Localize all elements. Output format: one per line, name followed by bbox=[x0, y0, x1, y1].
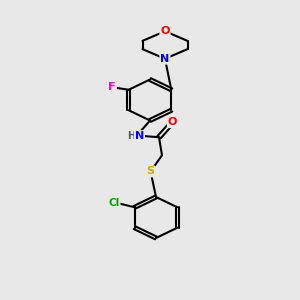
Text: O: O bbox=[168, 117, 177, 127]
Text: S: S bbox=[147, 167, 154, 176]
Text: H: H bbox=[127, 131, 135, 141]
Text: Cl: Cl bbox=[108, 198, 120, 208]
Text: O: O bbox=[160, 26, 170, 36]
Text: F: F bbox=[108, 82, 116, 92]
Text: N: N bbox=[160, 54, 169, 64]
Text: N: N bbox=[135, 131, 144, 141]
